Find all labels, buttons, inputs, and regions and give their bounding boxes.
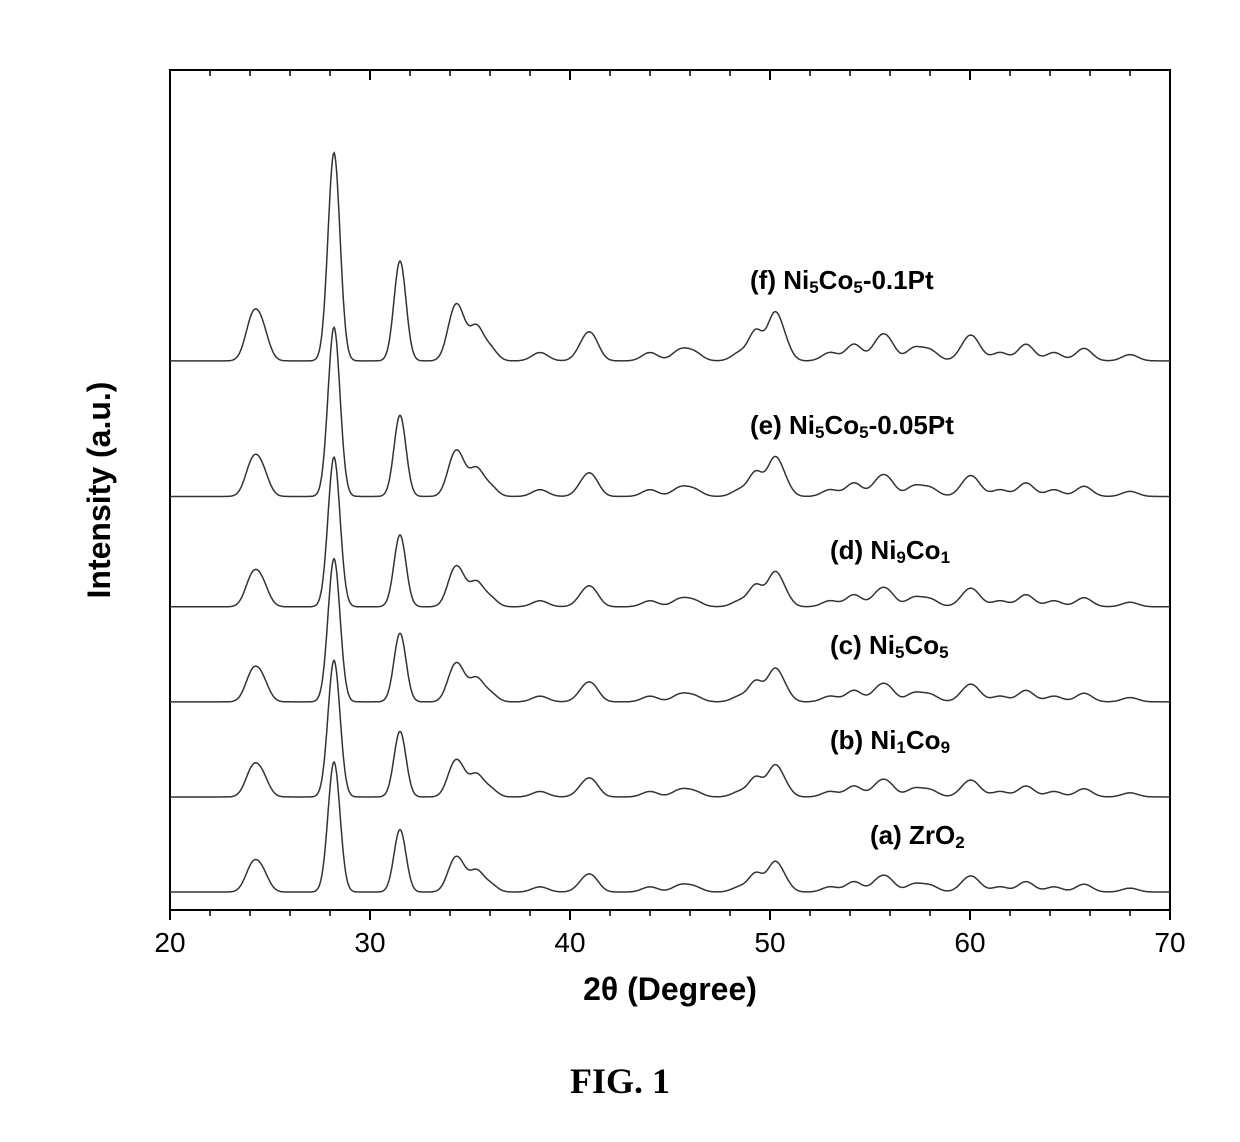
svg-text:70: 70	[1154, 927, 1185, 958]
xrd-chart: 20 30 40 50 60 70 2θ (Degree) Intensity (a.u.) (…	[40, 40, 1200, 1020]
figure-caption: FIG. 1	[40, 1060, 1200, 1102]
svg-text:(d) Ni9Co1: (d) Ni9Co1	[830, 535, 950, 567]
svg-text:(a) ZrO2: (a) ZrO2	[870, 820, 965, 852]
chart-wrapper: 20 30 40 50 60 70 2θ (Degree) Intensity (a.u.) (…	[40, 40, 1200, 1020]
svg-text:(f) Ni5Co5-0.1Pt: (f) Ni5Co5-0.1Pt	[750, 265, 934, 297]
figure-container: 20 30 40 50 60 70 2θ (Degree) Intensity (a.u.) (…	[40, 40, 1200, 1102]
svg-text:(b) Ni1Co9: (b) Ni1Co9	[830, 725, 950, 757]
svg-text:60: 60	[954, 927, 985, 958]
svg-text:40: 40	[554, 927, 585, 958]
svg-text:30: 30	[354, 927, 385, 958]
svg-text:(c) Ni5Co5: (c) Ni5Co5	[830, 630, 949, 662]
svg-text:50: 50	[754, 927, 785, 958]
svg-text:Intensity (a.u.): Intensity (a.u.)	[81, 382, 117, 599]
svg-text:(e) Ni5Co5-0.05Pt: (e) Ni5Co5-0.05Pt	[750, 410, 954, 442]
svg-text:20: 20	[154, 927, 185, 958]
svg-text:2θ (Degree): 2θ (Degree)	[583, 971, 757, 1007]
